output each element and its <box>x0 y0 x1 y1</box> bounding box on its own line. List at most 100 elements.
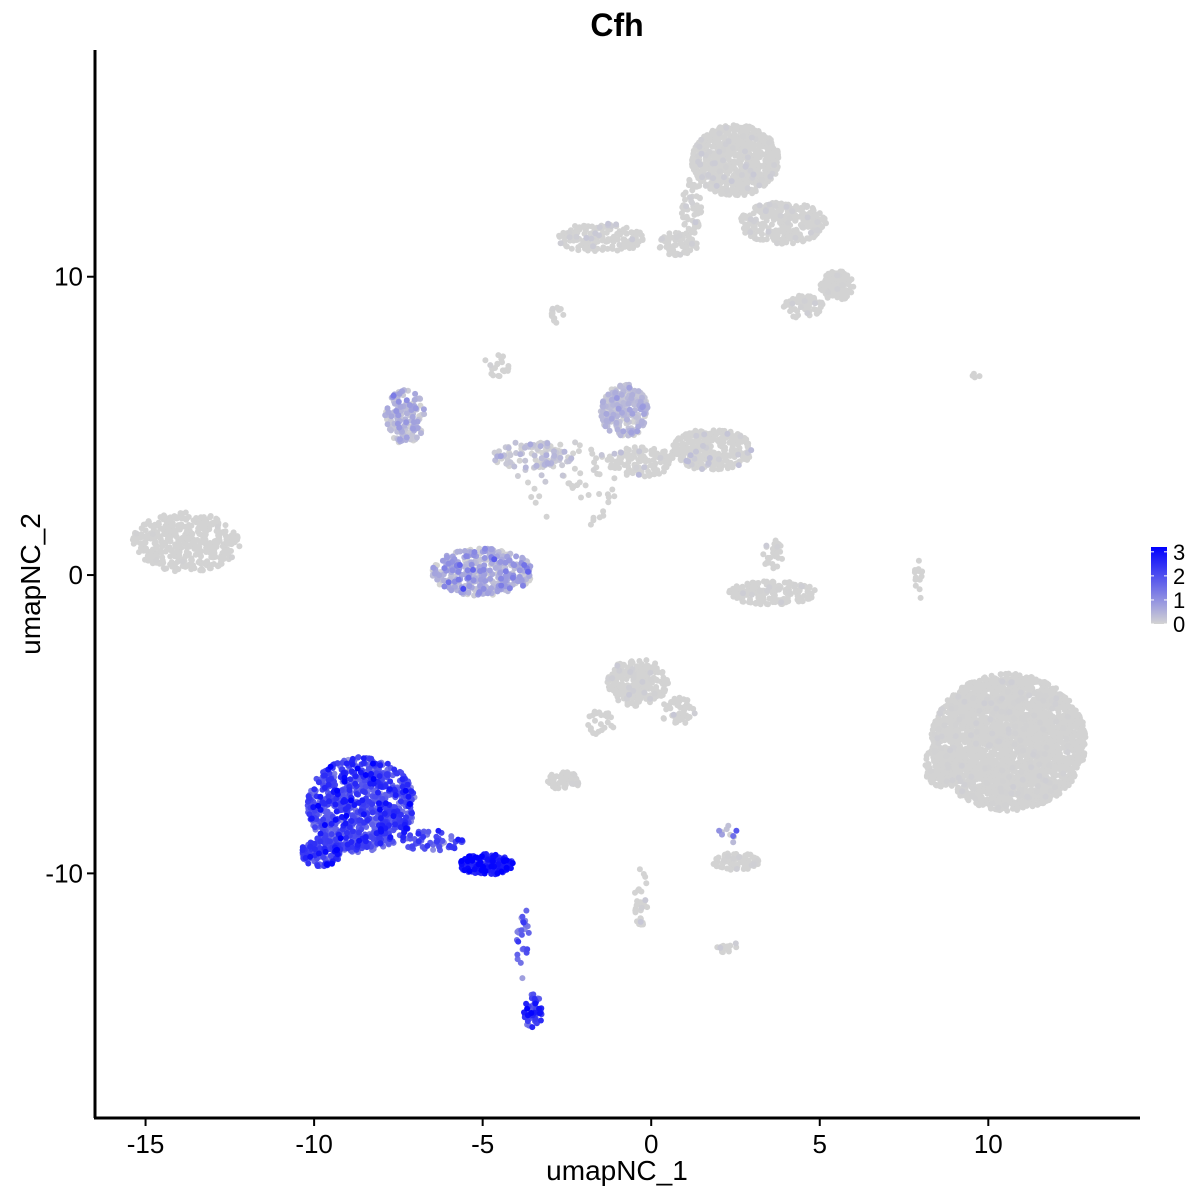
cell-point <box>732 191 739 198</box>
cell-point <box>683 213 690 220</box>
cell-point <box>978 754 985 761</box>
cell-point <box>623 230 630 237</box>
cell-point <box>829 269 836 275</box>
cell-point <box>785 233 792 240</box>
cell-point <box>616 231 623 238</box>
cell-point <box>786 227 793 234</box>
cell-point <box>596 491 603 497</box>
cell-point <box>718 190 725 197</box>
cell-point <box>970 752 977 759</box>
cell-point <box>771 592 778 599</box>
cell-point <box>155 519 162 526</box>
cell-point <box>159 557 166 564</box>
cell-point <box>816 210 823 217</box>
cell-point <box>760 139 767 146</box>
cell-point <box>179 534 186 541</box>
cell-point <box>722 456 729 463</box>
cell-point <box>1019 731 1026 738</box>
cell-point <box>1078 739 1085 746</box>
cell-point <box>1055 746 1062 752</box>
cell-point <box>732 159 739 165</box>
cell-point <box>192 542 199 549</box>
cell-point <box>974 764 981 771</box>
cell-point <box>215 538 222 545</box>
cell-point <box>583 239 590 246</box>
cell-point <box>717 134 723 141</box>
cell-point <box>763 217 770 224</box>
cell-point <box>732 133 739 140</box>
cell-point <box>774 549 781 556</box>
cell-point <box>142 527 149 534</box>
cell-point <box>794 308 801 315</box>
cell-point <box>609 486 616 493</box>
cell-point <box>661 448 668 455</box>
cell-point <box>699 166 706 173</box>
plot-title: Cfh <box>590 7 643 43</box>
cell-point <box>652 452 658 459</box>
cell-point <box>693 245 700 251</box>
cell-point <box>756 162 763 169</box>
cell-point <box>624 463 631 470</box>
cell-point <box>751 157 758 164</box>
cell-points <box>129 122 1089 1031</box>
cell-point <box>1034 801 1041 808</box>
cell-point <box>582 482 589 489</box>
cell-point <box>751 584 758 591</box>
cell-point <box>807 293 814 300</box>
cell-point <box>625 446 632 453</box>
cell-point <box>696 195 703 202</box>
cell-point <box>148 548 155 555</box>
cell-point <box>577 242 584 249</box>
cell-point <box>682 249 689 256</box>
cell-point <box>820 286 827 293</box>
cell-point <box>749 579 756 586</box>
cell-point <box>677 456 684 463</box>
cell-point <box>666 251 673 258</box>
cell-point <box>989 758 996 764</box>
cell-point <box>183 528 190 535</box>
cell-point <box>757 221 764 228</box>
cell-point <box>571 465 578 472</box>
cell-point <box>222 522 229 529</box>
cell-point <box>797 297 804 304</box>
cell-point <box>146 557 153 564</box>
cell-point <box>630 245 637 251</box>
cell-point <box>536 493 543 500</box>
cell-point <box>639 236 646 243</box>
cell-point <box>774 563 781 570</box>
cell-point <box>525 479 531 486</box>
cell-point <box>775 153 782 160</box>
cell-point <box>209 521 216 528</box>
cell-point <box>715 436 722 443</box>
cell-point <box>765 159 772 166</box>
cell-point <box>174 543 181 550</box>
cell-point <box>1047 739 1053 745</box>
cell-point <box>184 536 191 543</box>
cell-point <box>1071 732 1078 739</box>
cell-point <box>1039 679 1046 686</box>
cell-point <box>775 227 782 234</box>
cell-point <box>620 226 627 233</box>
cell-point <box>986 685 993 692</box>
cell-point <box>143 521 150 528</box>
cell-point <box>554 304 561 311</box>
cell-point <box>728 435 735 442</box>
cell-point <box>734 441 741 448</box>
cell-point <box>686 430 693 437</box>
cell-point <box>998 671 1004 678</box>
cell-point <box>589 223 596 230</box>
cell-point <box>198 553 204 560</box>
cell-point <box>705 437 712 444</box>
cell-point <box>676 447 682 454</box>
cell-point <box>611 236 618 243</box>
cell-point <box>715 140 722 147</box>
cell-point <box>1049 747 1056 754</box>
cell-point <box>795 598 802 605</box>
cell-point <box>784 579 790 586</box>
cell-point <box>599 237 606 244</box>
cell-point <box>1029 803 1036 810</box>
cell-point <box>1056 732 1063 739</box>
cell-point <box>688 229 695 236</box>
cell-point <box>809 205 816 211</box>
cell-point <box>965 704 972 711</box>
